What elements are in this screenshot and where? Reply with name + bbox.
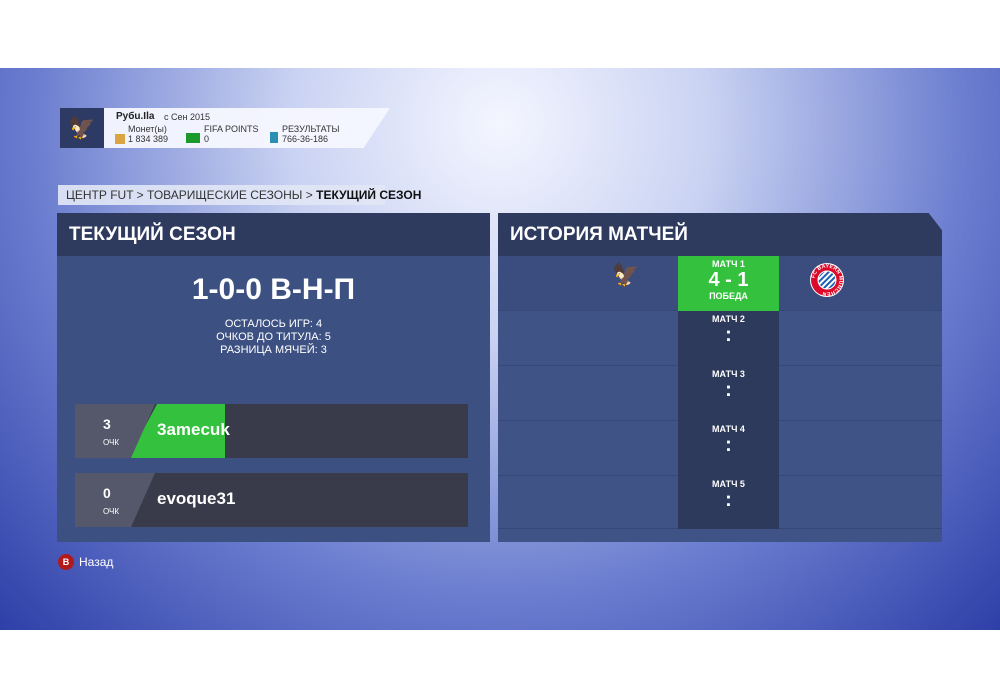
- russia-crest-icon: 🦅: [60, 108, 104, 148]
- points-to-title: ОЧКОВ ДО ТИТУЛА: 5: [216, 331, 331, 343]
- coins-icon: [115, 134, 125, 144]
- season-summary: 1-0-0 В-Н-П ОСТАЛОСЬ ИГР: 4 ОЧКОВ ДО ТИТ…: [57, 256, 490, 542]
- coins-value: 1 834 389: [128, 134, 169, 144]
- profile-since: с Сен 2015: [164, 112, 210, 122]
- bayern-munich-crest-icon: FC BAYERN MÜNCHEN: [810, 263, 844, 297]
- breadcrumb-current: ТЕКУЩИЙ СЕЗОН: [316, 188, 422, 202]
- game-screen: 🦅 Pyбu.Ila с Сен 2015 Монет(ы) 1 834 389…: [0, 68, 1000, 630]
- season-record: 1-0-0 В-Н-П: [191, 273, 356, 306]
- profile-name: Pyбu.Ila: [116, 111, 155, 122]
- breadcrumb-separator: >: [305, 188, 313, 202]
- player-row: 0 ОЧК evoque31: [75, 473, 468, 527]
- russia-crest-icon: 🦅: [612, 262, 640, 287]
- profile-card: 🦅 Pyбu.Ila с Сен 2015 Монет(ы) 1 834 389…: [60, 108, 390, 148]
- player-name: evoque31: [157, 489, 236, 508]
- fifa-points-icon: [186, 133, 200, 143]
- back-label: Назад: [79, 555, 114, 569]
- results-value: 766-36-186: [282, 134, 329, 144]
- results-icon: [270, 132, 278, 143]
- season-panel: ТЕКУЩИЙ СЕЗОН ИСТОРИЯ МАТЧЕЙ 1-0-0 В-Н-П…: [57, 213, 942, 542]
- back-button[interactable]: B Назад: [58, 554, 113, 570]
- player-name: 3amecuk: [157, 420, 230, 439]
- season-stats: ОСТАЛОСЬ ИГР: 4 ОЧКОВ ДО ТИТУЛА: 5 РАЗНИ…: [57, 318, 490, 357]
- goal-difference: РАЗНИЦА МЯЧЕЙ: 3: [220, 344, 327, 356]
- match-history-title: ИСТОРИЯ МАТЧЕЙ: [498, 213, 942, 256]
- match-row[interactable]: МАТЧ 2:: [498, 311, 942, 366]
- player-row: 3 ОЧК 3amecuk: [75, 404, 468, 458]
- games-remaining: ОСТАЛОСЬ ИГР: 4: [224, 318, 323, 330]
- match-row[interactable]: МАТЧ 3:: [498, 366, 942, 421]
- coins-label: Монет(ы): [128, 124, 167, 134]
- match-cell: МАТЧ 3:: [678, 366, 779, 421]
- match-row[interactable]: МАТЧ 5:: [498, 476, 942, 529]
- current-season-title: ТЕКУЩИЙ СЕЗОН: [57, 213, 490, 256]
- results-label: РЕЗУЛЬТАТЫ: [282, 124, 340, 134]
- match-cell: МАТЧ 5:: [678, 476, 779, 529]
- points-value: 0: [204, 134, 210, 144]
- b-button-icon: B: [58, 554, 74, 570]
- match-row[interactable]: МАТЧ 4:: [498, 421, 942, 476]
- breadcrumb-separator: >: [136, 188, 144, 202]
- match-cell: МАТЧ 2:: [678, 311, 779, 366]
- points-label: FIFA POINTS: [204, 124, 259, 134]
- breadcrumb-item[interactable]: ТОВАРИЩЕСКИЕ СЕЗОНЫ: [147, 188, 303, 202]
- breadcrumb-item[interactable]: ЦЕНТР FUT: [66, 188, 134, 202]
- match-cell: МАТЧ 4:: [678, 421, 779, 476]
- breadcrumb: ЦЕНТР FUT > ТОВАРИЩЕСКИЕ СЕЗОНЫ > ТЕКУЩИ…: [58, 185, 421, 205]
